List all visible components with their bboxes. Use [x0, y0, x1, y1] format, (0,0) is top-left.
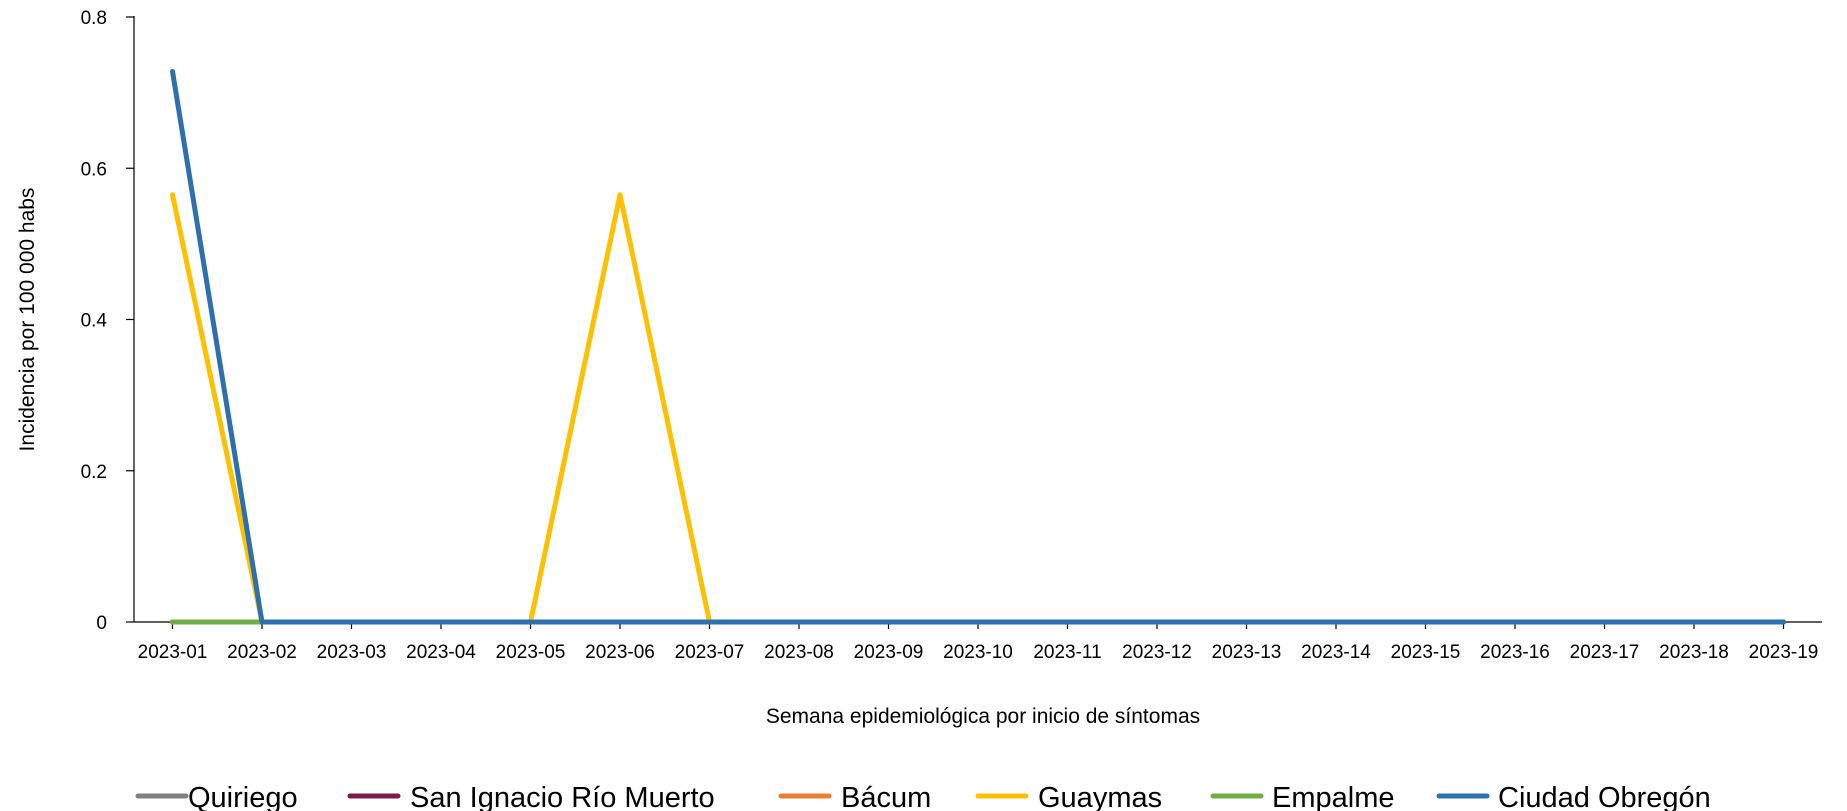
- x-tick-label: 2023-03: [317, 642, 387, 663]
- x-tick-label: 2023-02: [227, 642, 297, 663]
- labels-layer: 0 0.2 0.4 0.6 0.8 2023-01 2023-02 2023-03 2023-0…: [16, 8, 1818, 728]
- x-tick-label: 2023-19: [1749, 642, 1819, 663]
- axes-layer: [126, 16, 1822, 629]
- y-tick-label: 0.8: [81, 8, 107, 29]
- legend-item[interactable]: Ciudad Obregón: [1436, 782, 1711, 811]
- x-tick-label: 2023-16: [1480, 642, 1550, 663]
- legend-item[interactable]: Guaymas: [975, 782, 1162, 811]
- legend-item[interactable]: Quiriego: [135, 782, 298, 811]
- y-tick-label: 0: [96, 613, 107, 634]
- legend-item[interactable]: Empalme: [1210, 782, 1395, 811]
- series-layer: [170, 68, 1786, 625]
- x-tick-label: 2023-18: [1659, 642, 1729, 663]
- y-axis-title: Incidencia por 100 000 habs: [16, 188, 39, 452]
- x-axis-title: Semana epidemiológica por inicio de sínt…: [766, 705, 1200, 728]
- series-line: [170, 68, 1786, 625]
- x-tick-label: 2023-04: [406, 642, 476, 663]
- series-5: [170, 68, 1786, 625]
- legend-label: Quiriego: [188, 782, 298, 811]
- legend-label: Bácum: [841, 782, 931, 811]
- x-tick-label: 2023-13: [1212, 642, 1282, 663]
- y-tick-label: 0.6: [81, 159, 107, 180]
- y-tick-label: 0.2: [81, 462, 107, 483]
- legend-label: Guaymas: [1038, 782, 1162, 811]
- x-tick-label: 2023-11: [1033, 642, 1101, 663]
- legend: Quiriego San Ignacio Río Muerto Bácum Guaym…: [135, 782, 1711, 811]
- series-3: [170, 192, 1786, 625]
- x-tick-label: 2023-06: [585, 642, 655, 663]
- legend-item[interactable]: San Ignacio Río Muerto: [347, 782, 715, 811]
- x-tick-label: 2023-07: [675, 642, 745, 663]
- x-tick-label: 2023-17: [1570, 642, 1640, 663]
- y-tick-label: 0.4: [81, 311, 108, 332]
- x-tick-label: 2023-09: [854, 642, 924, 663]
- x-tick-label: 2023-01: [138, 642, 208, 663]
- legend-item[interactable]: Bácum: [778, 782, 931, 811]
- x-tick-label: 2023-08: [764, 642, 834, 663]
- x-tick-label: 2023-14: [1301, 642, 1371, 663]
- series-line: [170, 192, 1786, 625]
- x-tick-label: 2023-15: [1391, 642, 1461, 663]
- legend-label: San Ignacio Río Muerto: [410, 782, 715, 811]
- x-tick-label: 2023-12: [1122, 642, 1192, 663]
- x-tick-label: 2023-10: [943, 642, 1013, 663]
- legend-label: Empalme: [1272, 782, 1395, 811]
- legend-label: Ciudad Obregón: [1498, 782, 1711, 811]
- x-tick-label: 2023-05: [496, 642, 566, 663]
